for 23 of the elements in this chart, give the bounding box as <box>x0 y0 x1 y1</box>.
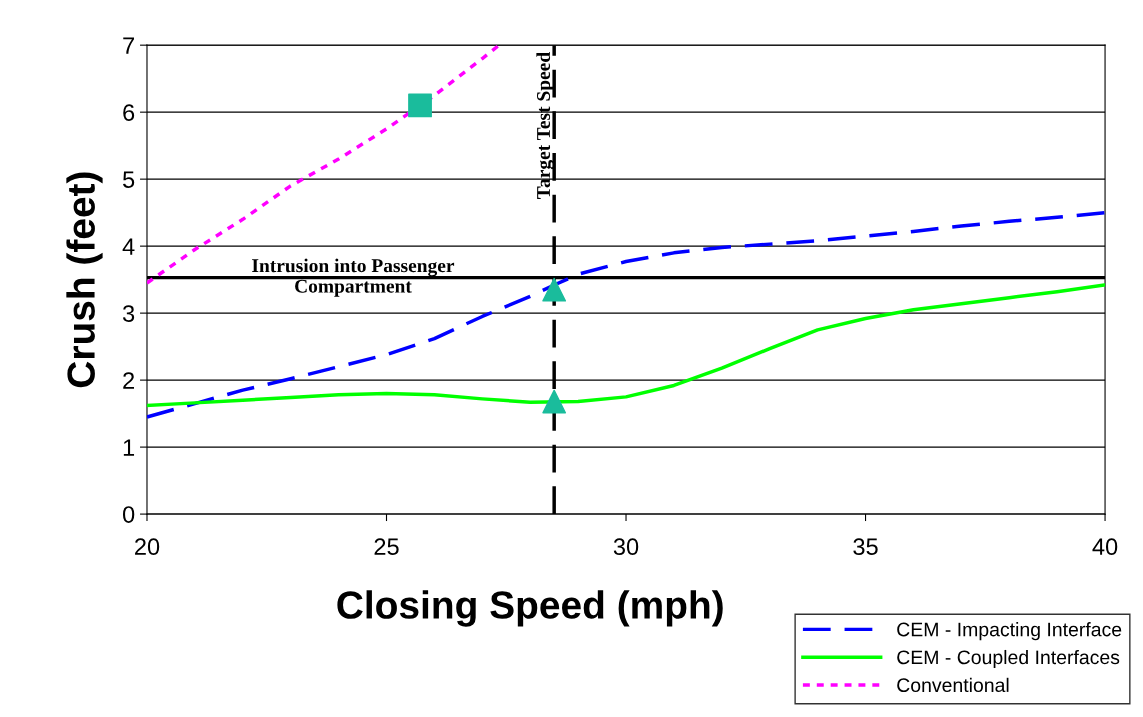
y-tick-label: 1 <box>123 439 135 456</box>
ref-line-label: Target Test Speed <box>536 52 555 199</box>
legend-label: CEM - Impacting Interface <box>897 622 1122 641</box>
y-tick-label: 7 <box>123 37 134 54</box>
legend-label: Conventional <box>897 677 1009 693</box>
y-axis-title: Crush (feet) <box>66 172 103 388</box>
x-tick-label: 20 <box>135 538 160 556</box>
x-tick-label: 25 <box>374 538 399 556</box>
point <box>408 93 432 118</box>
y-tick-label: 2 <box>123 372 134 389</box>
y-tick-label: 4 <box>122 238 135 255</box>
y-tick-label: 0 <box>122 506 135 523</box>
point <box>542 389 567 414</box>
point <box>542 277 567 302</box>
x-tick-label: 30 <box>613 538 639 556</box>
y-tick-label: 6 <box>123 104 135 121</box>
y-tick-label: 5 <box>123 171 135 188</box>
legend-label: CEM - Coupled Interfaces <box>897 649 1120 669</box>
ref-line-label: Intrusion into Passenger Compartment <box>252 258 455 297</box>
x-axis-title: Closing Speed (mph) <box>337 590 723 627</box>
x-tick-label: 40 <box>1092 538 1118 556</box>
x-tick-label: 35 <box>853 538 878 556</box>
y-tick-label: 3 <box>122 305 135 322</box>
